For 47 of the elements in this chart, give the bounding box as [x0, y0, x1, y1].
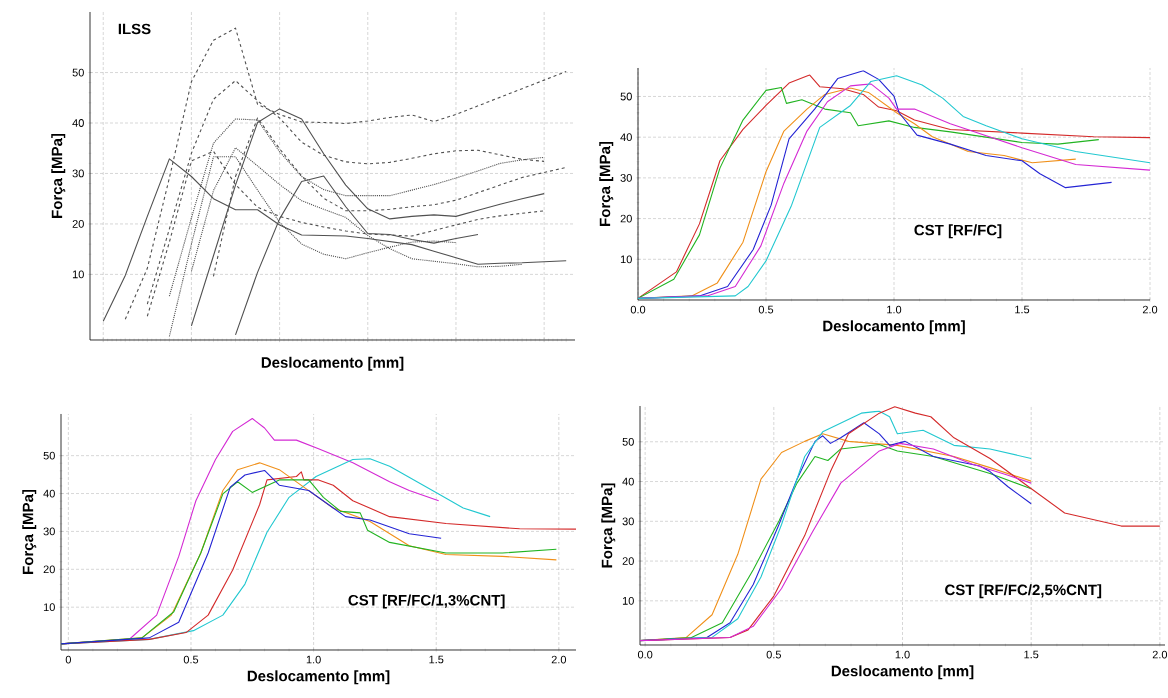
y-axis-title: Força [MPa] — [22, 489, 37, 574]
x-tick-label: 1.5 — [1024, 650, 1039, 659]
x-axis-title: Deslocamento [mm] — [247, 670, 390, 685]
x-tick-label: 0.5 — [758, 305, 774, 314]
x-tick-label: 1.5 — [1015, 305, 1030, 314]
y-tick-label: 30 — [622, 517, 634, 526]
x-tick-label: 0 — [65, 655, 71, 664]
x-axis-title: Deslocamento [mm] — [831, 665, 974, 680]
x-tick-label: 1.5 — [429, 655, 444, 664]
y-tick-label: 30 — [620, 174, 632, 182]
y-tick-label: 40 — [72, 119, 84, 127]
y-tick-label: 20 — [620, 214, 632, 223]
text: CST [RF/FC/1,3%CNT] — [348, 594, 505, 609]
text: CST [RF/FC/2,5%CNT] — [945, 584, 1102, 599]
x-tick-label: 0.0 — [637, 650, 653, 659]
y-tick-label: 40 — [43, 489, 55, 498]
y-tick-label: 20 — [72, 220, 84, 228]
y-tick-label: 40 — [622, 477, 634, 486]
x-axis-title: Deslocamento [mm] — [823, 320, 965, 335]
x-axis-title: Deslocamento [mm] — [261, 356, 404, 371]
x-tick-label: 2.0 — [1152, 650, 1168, 659]
y-axis-title: Força [MPa] — [599, 141, 614, 226]
y-tick-label: 50 — [72, 68, 84, 77]
y-tick-label: 20 — [622, 557, 634, 565]
x-tick-label: 2.0 — [551, 655, 567, 664]
y-tick-label: 30 — [72, 169, 84, 178]
x-tick-label: 2.0 — [1142, 305, 1158, 314]
y-tick-label: 10 — [622, 596, 634, 605]
y-tick-label: 50 — [43, 451, 55, 460]
x-tick-label: 0.0 — [630, 305, 646, 314]
x-tick-label: 1.0 — [887, 305, 902, 314]
x-tick-label: 1.0 — [895, 650, 910, 659]
y-tick-label: 20 — [43, 565, 55, 574]
x-tick-label: 0.5 — [183, 655, 199, 664]
y-axis-title: Força [MPa] — [51, 133, 66, 218]
text: ILSS — [118, 23, 151, 35]
y-tick-label: 50 — [622, 437, 634, 446]
y-axis-title: Força [MPa] — [601, 483, 616, 568]
text: CST [RF/FC] — [914, 224, 1002, 239]
y-tick-label: 50 — [620, 92, 632, 101]
y-tick-label: 10 — [620, 255, 632, 264]
y-tick-label: 40 — [620, 133, 632, 142]
x-tick-label: 0.5 — [766, 650, 781, 659]
y-tick-label: 10 — [43, 603, 55, 612]
y-tick-label: 10 — [72, 270, 84, 279]
x-tick-label: 1.0 — [306, 655, 321, 664]
y-tick-label: 30 — [43, 527, 55, 536]
